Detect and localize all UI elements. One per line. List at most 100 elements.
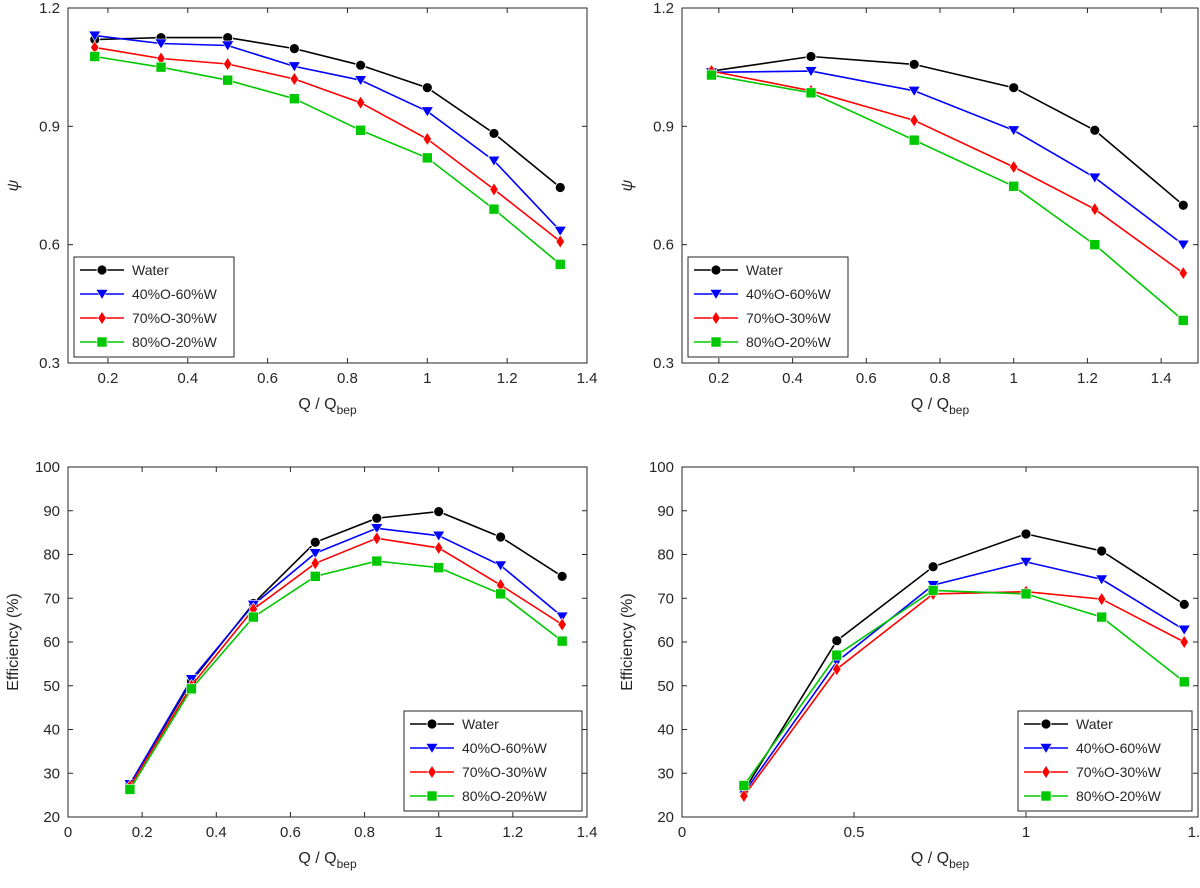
legend: Water 40%O-60%W 70%O-30%W 80%O-20%W [73,256,235,358]
data-point [308,548,322,560]
x-tick-label: 0.8 [930,370,951,387]
data-point [370,523,384,535]
series-line-0 [129,510,563,785]
legend: Water 40%O-60%W 70%O-30%W 80%O-20%W [403,710,583,812]
legend-label: Water [746,262,783,278]
data-point [434,540,444,555]
legend-label: 40%O-60%W [132,286,218,302]
data-point [355,59,367,71]
data-point [89,51,101,62]
chart-top-right: 0.2 0.4 0.6 0.8 1 1.2 1.4 0.3 0.6 0.9 1.2 Q / Qbep ψ… [619,0,1199,417]
legend-marker [710,336,722,348]
series-line-2 [94,46,561,243]
x-tick-label: 0.6 [856,370,877,387]
legend-label: 80%O-20%W [462,788,548,804]
data-point [739,788,749,804]
data-point [1176,239,1190,251]
legend-marker [97,310,107,326]
data-point [289,71,299,87]
data-point [831,635,843,647]
x-tick-label: 1 [1010,370,1018,387]
y-tick-label: 70 [657,590,674,607]
data-point [554,259,566,270]
series-line-3 [711,74,1184,322]
legend-marker [710,264,722,276]
x-tick-label: 1 [435,824,443,841]
data-point [1090,202,1100,217]
series-line-2 [129,537,563,787]
series-line-0 [711,55,1184,206]
legend-marker [427,764,437,780]
data-point [221,40,235,52]
x-tick-label: 0 [678,824,686,841]
series-line-1 [129,527,563,785]
x-tick-label: 0.2 [708,370,729,387]
data-point [805,51,817,62]
series-line-0 [743,533,1185,792]
data-point [1009,159,1019,175]
y-tick-label: 0.6 [653,237,674,254]
data-point [287,61,301,73]
legend-marker [1041,764,1051,780]
legend-label: 40%O-60%W [462,740,548,756]
legend-marker [711,310,721,326]
data-point [908,134,920,146]
x-tick-label: 0.6 [257,370,278,387]
data-point [354,75,368,87]
x-tick-label: 1.4 [577,370,598,387]
data-point [557,617,567,632]
y-tick-label: 100 [649,459,674,476]
data-point [908,59,920,70]
y-axis-label: ψ [619,179,636,191]
data-point [1089,239,1101,250]
data-point [832,662,842,677]
legend-marker [96,264,108,276]
y-tick-label: 0.9 [39,118,60,135]
data-point [372,531,382,546]
y-axis-label: Efficiency (%) [619,593,636,691]
series-line-1 [94,34,561,232]
series-line-3 [743,589,1185,786]
data-point [433,562,445,573]
legend-label: 80%O-20%W [746,334,832,350]
data-point [804,66,818,78]
series-line-2 [711,70,1184,274]
legend-marker [95,289,109,300]
y-tick-label: 30 [657,765,674,782]
x-tick-label: 1.5 [1188,824,1200,841]
legend-marker [425,743,439,754]
x-tick-label: 1.2 [1077,370,1098,387]
data-point [553,226,567,237]
series-line-3 [129,560,563,790]
data-point [1179,634,1189,650]
legend-marker [709,289,723,300]
data-point [124,784,136,795]
y-tick-label: 30 [43,765,60,782]
data-point [371,512,383,524]
y-tick-label: 60 [43,634,60,651]
legend-label: Water [132,262,169,278]
y-tick-label: 1.2 [39,0,60,17]
data-point [248,611,259,623]
y-tick-label: 90 [43,503,60,520]
data-point [289,93,300,105]
data-point [556,635,568,647]
legend-label: 40%O-60%W [1076,740,1162,756]
data-point [1089,124,1101,136]
legend-marker [426,790,438,802]
series-line-0 [94,36,561,189]
legend-label: 70%O-30%W [1076,764,1162,780]
y-tick-label: 20 [43,809,60,826]
data-point [831,649,843,661]
legend-label: 70%O-30%W [746,310,832,326]
x-tick-label: 1.4 [1151,370,1172,387]
x-tick-label: 0.2 [132,824,153,841]
x-tick-label: 0.4 [782,370,803,387]
data-point [371,555,383,567]
data-point [488,128,500,139]
data-point [1177,315,1189,326]
x-tick-label: 0.5 [844,824,865,841]
data-point [422,152,433,164]
data-point [1019,557,1033,568]
